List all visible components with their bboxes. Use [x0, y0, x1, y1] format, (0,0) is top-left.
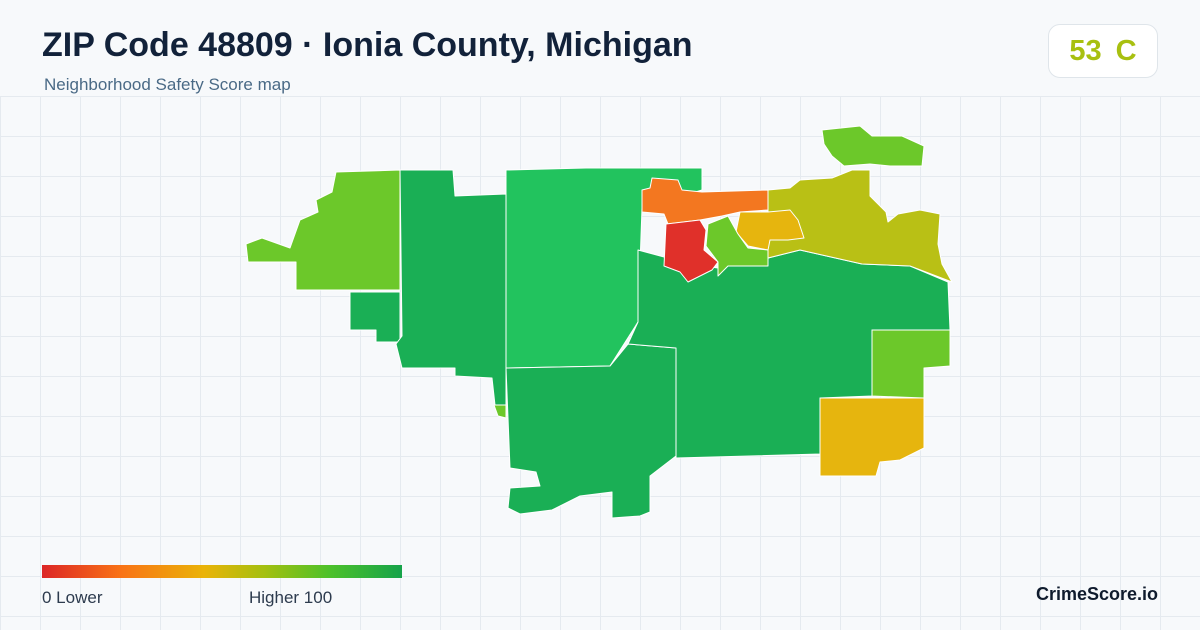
map-region[interactable] [735, 209, 805, 251]
safety-score-badge: 53 C [1048, 24, 1158, 78]
brand-logo-text[interactable]: CrimeScore.io [1035, 584, 1158, 604]
map-region[interactable] [245, 169, 401, 291]
map-region[interactable] [819, 397, 925, 477]
safety-score-value: 53 [1069, 34, 1102, 67]
page-title: ZIP Code 48809 · Ionia County, Michigan [42, 26, 693, 64]
safety-score-grade: C [1115, 34, 1137, 67]
map-region[interactable] [821, 125, 925, 167]
map-region[interactable] [705, 215, 769, 277]
legend-min-label: 0 Lower [42, 588, 103, 607]
map-region[interactable] [493, 404, 507, 419]
map-region[interactable] [395, 169, 507, 406]
map-region[interactable] [505, 343, 677, 519]
legend-max-label: Higher 100 [249, 588, 333, 607]
map-region[interactable] [871, 329, 951, 399]
legend-gradient-bar [42, 565, 402, 578]
page-subtitle: Neighborhood Safety Score map [44, 75, 291, 94]
map-region[interactable] [349, 291, 401, 343]
map-region[interactable] [641, 177, 769, 225]
map-region[interactable] [663, 219, 719, 283]
map-region[interactable] [767, 169, 953, 283]
